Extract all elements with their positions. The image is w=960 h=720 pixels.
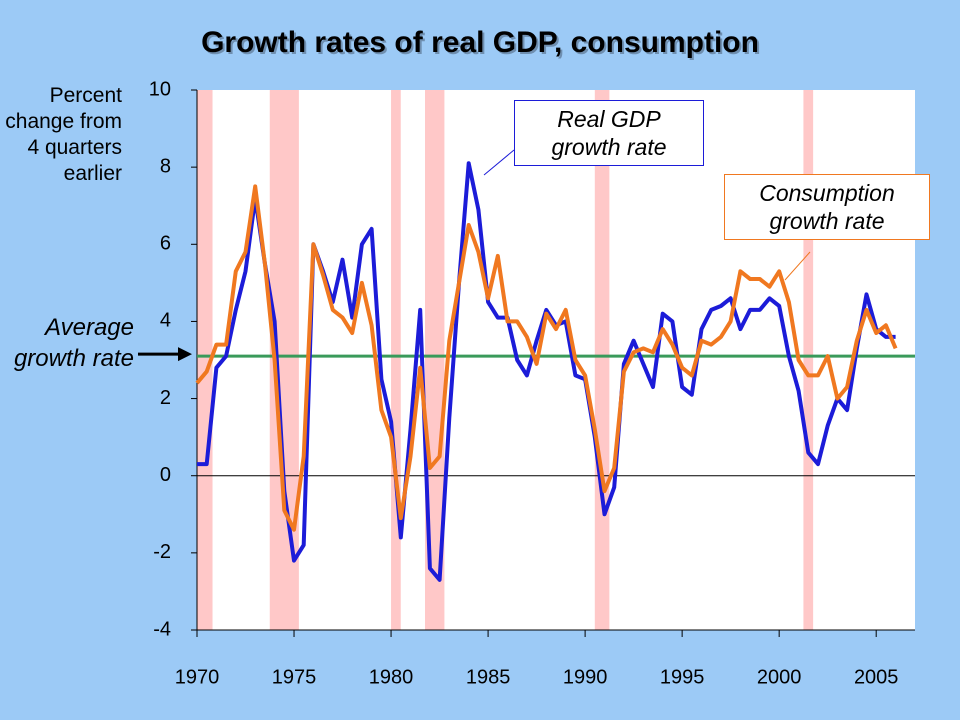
recession-band [391,90,401,630]
y-tick-label: 6 [160,233,171,255]
consumption-annotation: Consumption growth rate [724,174,930,240]
x-tick-label: 1985 [466,666,511,688]
x-tick-label: 1975 [272,666,317,688]
y-tick-label: -2 [153,541,171,563]
average-label: Average growth rate [13,314,134,372]
x-tick-label: 2005 [854,666,899,688]
y-axis-label: Percent change from 4 quarters earlier [5,84,122,185]
y-tick-label: 10 [149,78,171,100]
recession-band [197,90,213,630]
x-tick-label: 1980 [369,666,414,688]
y-tick-label: 2 [160,387,171,409]
chart-title: Growth rates of real GDP, consumption [201,26,759,59]
gdp-annotation: Real GDP growth rate [514,100,704,166]
x-tick-label: 2000 [757,666,802,688]
x-tick-label: 1990 [563,666,608,688]
recession-band [425,90,445,630]
x-tick-label: 1995 [660,666,705,688]
series-line [195,184,898,532]
consumption-callout [784,251,811,281]
y-tick-label: -4 [153,618,171,640]
y-tick-label: 4 [160,310,171,332]
y-tick-label: 0 [160,464,171,486]
gdp-callout [483,149,515,176]
x-tick-label: 1970 [175,666,220,688]
average-arrowhead [178,347,192,362]
y-tick-label: 8 [160,155,171,177]
recession-band [594,90,610,630]
recession-band [803,90,814,630]
